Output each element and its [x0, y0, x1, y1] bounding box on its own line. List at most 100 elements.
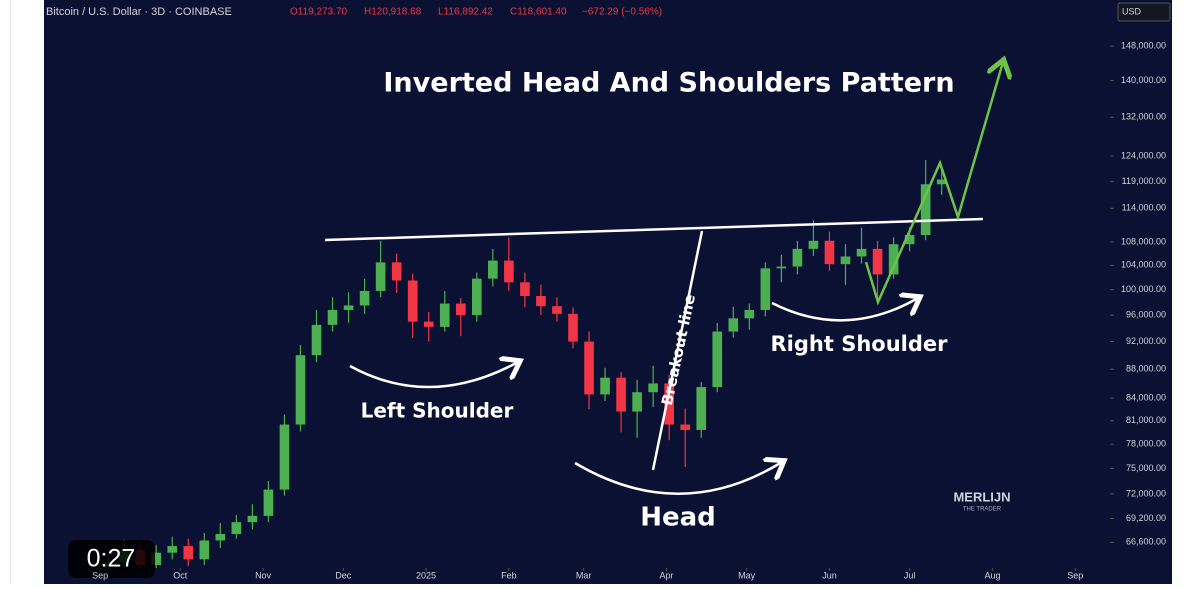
candle-body [808, 240, 819, 249]
y-tick-label: 119,000.00 [1122, 176, 1166, 186]
candle-body [423, 321, 434, 327]
candle-body [792, 248, 803, 267]
x-tick-label: Mar [576, 570, 592, 580]
left-arc [349, 362, 518, 389]
candle-body [824, 240, 835, 265]
candle-body [183, 546, 194, 560]
candle-body [455, 303, 466, 316]
x-tick-label: Nov [255, 570, 272, 580]
y-tick-label: 75,000.00 [1126, 463, 1166, 473]
candle-body [488, 260, 498, 279]
video-time-box [68, 540, 155, 578]
candle-body [648, 383, 658, 393]
y-tick-label: 81,000.00 [1126, 415, 1166, 425]
candle-body [888, 244, 899, 275]
candle-body [151, 552, 162, 566]
video-time: 0:27 [87, 545, 136, 573]
y-tick-label: 96,000.00 [1126, 309, 1166, 319]
candle-body [760, 268, 771, 310]
breakout-stroke [651, 230, 704, 471]
candle-body [327, 309, 338, 325]
candle-body [600, 377, 610, 395]
candle-body [872, 248, 883, 275]
y-tick-label: 66,600.00 [1126, 537, 1166, 547]
right-shoulder-label: Right Shoulder [771, 332, 949, 356]
y-tick-label: 124,000.00 [1121, 150, 1166, 160]
logo-tagline: THE TRADER [963, 507, 1002, 513]
ohlc-open: O119,273.70 [290, 7, 348, 18]
candle-body [696, 387, 707, 430]
y-tick-label: 100,000.00 [1121, 284, 1166, 294]
x-tick-label: Feb [501, 570, 517, 580]
y-tick-label: 72,000.00 [1126, 488, 1166, 498]
y-tick-label: 92,000.00 [1126, 336, 1166, 346]
right-arc [771, 298, 918, 322]
ohlc-close: C118,601.40 [510, 7, 567, 18]
candle-body [744, 309, 755, 319]
y-tick-label: 104,000.00 [1121, 260, 1166, 270]
candle-body [472, 278, 482, 316]
y-tick-label: 108,000.00 [1121, 236, 1166, 246]
candle-body [279, 424, 290, 490]
ohlc-high: H120,918.68 [364, 7, 422, 18]
page-edge [10, 0, 11, 584]
projection-path [864, 62, 1003, 306]
ohlc-low: L116,892.42 [438, 7, 493, 18]
candle-body [215, 533, 226, 541]
candle-body [199, 540, 210, 560]
x-tick-label: Apr [659, 570, 673, 580]
x-tick-label: Aug [984, 570, 1000, 580]
y-tick-label: 88,000.00 [1126, 364, 1166, 374]
candle-body [856, 248, 867, 257]
candle-body [568, 313, 578, 342]
candle-body [359, 290, 370, 306]
candle-body [712, 331, 723, 388]
candle-body [664, 383, 674, 425]
ohlc-change: −672.29 (−0.56%) [582, 7, 662, 18]
candle-body [407, 280, 418, 322]
y-tick-label: 69,200.00 [1126, 513, 1166, 523]
candle-body [728, 318, 739, 332]
candle-body [920, 184, 931, 236]
neckline [324, 217, 984, 242]
y-tick-label: 78,000.00 [1126, 439, 1166, 449]
x-tick-label: May [738, 570, 756, 580]
candle-body [343, 305, 354, 310]
x-tick-label: Sep [92, 570, 108, 580]
candle-body [247, 515, 258, 523]
x-tick-label: Dec [335, 570, 352, 580]
candle-body [263, 489, 274, 516]
candle-body [904, 235, 915, 245]
head-arc [574, 462, 782, 495]
x-tick-label: 2025 [416, 570, 436, 580]
candle-body [311, 324, 322, 356]
candle-body [536, 295, 546, 307]
candle-body [616, 377, 626, 412]
left-shoulder-label: Left Shoulder [361, 399, 514, 423]
y-tick-label: 114,000.00 [1122, 203, 1166, 213]
candle-body [552, 306, 562, 314]
y-tick-label: 132,000.00 [1121, 112, 1166, 122]
candle-body [391, 262, 402, 281]
y-tick-label: 140,000.00 [1121, 75, 1166, 85]
currency-select[interactable] [1117, 2, 1171, 22]
x-tick-label: Sep [1067, 570, 1083, 580]
candle-body [504, 260, 514, 283]
candle-body [776, 266, 787, 269]
y-tick-label: 84,000.00 [1126, 392, 1166, 402]
candle-body [375, 262, 386, 291]
candle-body [584, 341, 594, 395]
candle-body [936, 179, 947, 185]
candle-body [167, 546, 178, 553]
candle-body [680, 424, 691, 430]
candle-body [840, 256, 851, 265]
x-tick-label: Oct [173, 570, 188, 580]
x-tick-label: Jul [904, 570, 916, 580]
chart-panel [44, 0, 1172, 584]
head-label: Head [640, 503, 716, 533]
candle-body [231, 522, 242, 534]
y-tick-label: 148,000.00 [1121, 40, 1166, 50]
logo-name: MERLIJN [953, 489, 1010, 504]
candle-body [295, 355, 306, 425]
